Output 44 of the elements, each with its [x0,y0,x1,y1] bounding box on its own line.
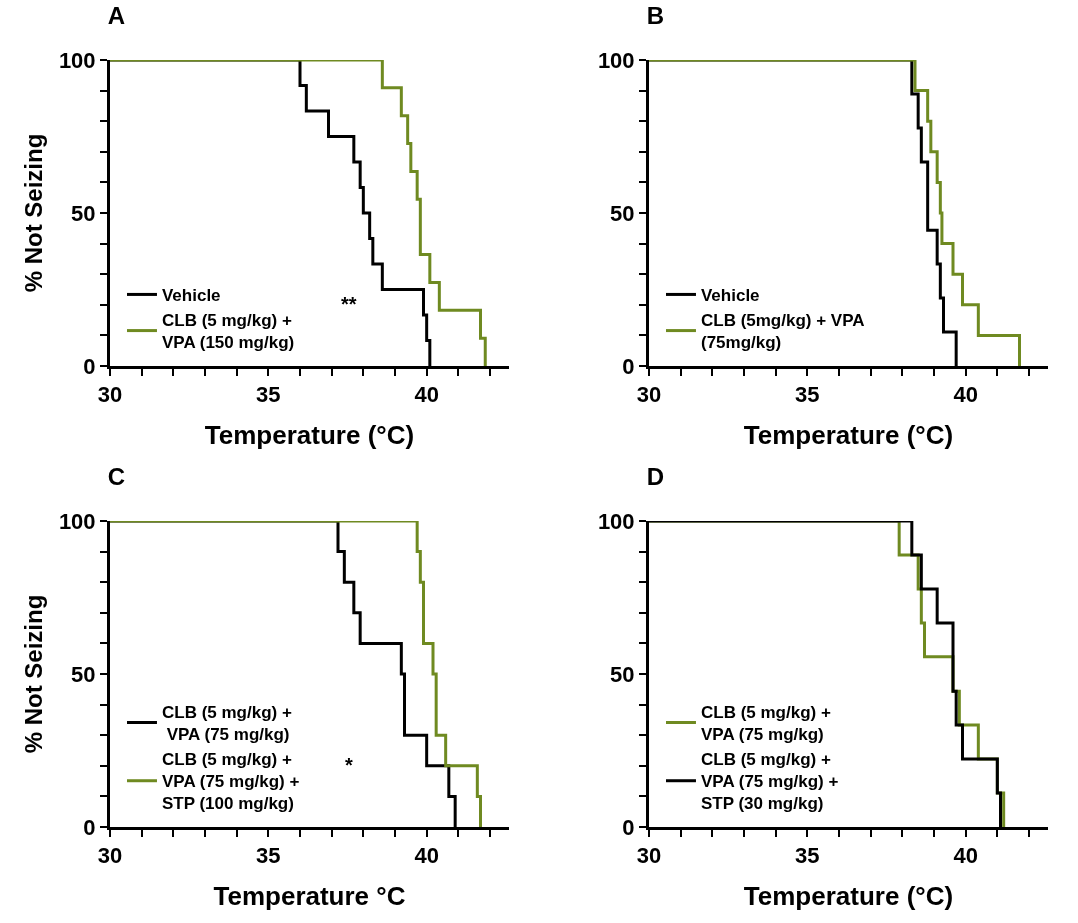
chart-title: C [107,462,126,490]
legend-label: CLB (5 mg/kg) + VPA (75 mg/kg) + STP (30 mg/kg) [700,750,839,814]
x-tick-label: 40 [414,382,439,408]
x-axis-title: Temperature (°C) [204,420,415,451]
legend-label: Vehicle [161,286,221,306]
legend-label: CLB (5mg/kg) + VPA (75mg/kg) [700,311,865,353]
legend-label: CLB (5 mg/kg) + VPA (75 mg/kg) [700,703,831,745]
y-tick-label: 0 [83,353,96,379]
y-tick-label: 50 [610,661,635,687]
chart-title: D [646,462,665,490]
y-axis-title: % Not Seizing [19,133,47,293]
x-tick-label: 30 [636,382,662,408]
x-tick-label: 30 [636,843,662,869]
y-axis-title: % Not Seizing [19,594,47,754]
x-tick-label: 35 [795,843,820,869]
x-tick-label: 35 [256,843,281,869]
x-tick-label: 40 [414,843,439,869]
y-tick-label: 0 [83,814,96,840]
x-axis-title: Temperature (°C) [743,420,954,451]
y-tick-label: 100 [58,508,96,534]
legend-label: Vehicle [700,286,760,306]
y-tick-label: 100 [58,47,96,73]
x-tick-label: 35 [795,382,820,408]
x-tick-label: 40 [953,843,978,869]
x-tick-label: 30 [97,843,123,869]
y-tick-label: 50 [71,200,96,226]
chart-title: B [646,1,665,29]
x-tick-label: 30 [97,382,123,408]
chart-title: A [107,1,126,29]
annotation: ** [341,293,357,315]
x-axis-title: Temperature (°C) [743,881,954,912]
x-tick-label: 40 [953,382,978,408]
x-axis-title: Temperature °C [213,881,406,912]
y-tick-label: 50 [610,200,635,226]
annotation: * [345,754,353,776]
y-tick-label: 50 [71,661,96,687]
legend-label: CLB (5 mg/kg) + VPA (75 mg/kg) [161,703,292,745]
legend-label: CLB (5 mg/kg) + VPA (75 mg/kg) + STP (100 mg/kg) [161,750,300,814]
y-tick-label: 0 [622,814,635,840]
y-tick-label: 0 [622,353,635,379]
legend-label: CLB (5 mg/kg) + VPA (150 mg/kg) [161,311,295,353]
x-tick-label: 35 [256,382,281,408]
y-tick-label: 100 [597,47,635,73]
y-tick-label: 100 [597,508,635,534]
